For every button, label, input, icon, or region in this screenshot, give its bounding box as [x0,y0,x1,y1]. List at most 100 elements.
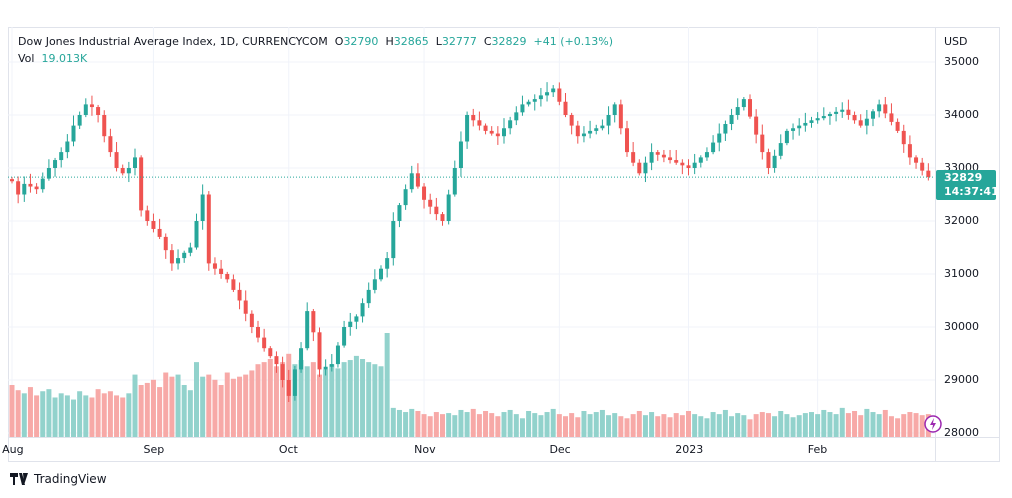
candle-body [133,157,137,168]
candle-body [766,152,771,168]
volume-bar [415,411,421,437]
volume-bar [341,362,347,437]
volume-bar [15,390,21,437]
volume-bar [237,376,243,437]
volume-bar [206,374,212,437]
volume-bar [679,415,685,437]
volume-bar [261,362,267,437]
volume-label: Vol [18,52,35,65]
volume-bar [655,416,661,437]
volume-bar [778,411,784,437]
volume-bar [310,362,316,437]
candle-body [225,274,230,280]
candle-body [434,206,439,215]
volume-bar [913,413,919,437]
candle-body [495,133,500,137]
volume-bar [335,368,341,437]
tradingview-logo[interactable]: TradingView [10,472,107,486]
candle-body [65,141,70,153]
volume-bar [476,414,482,437]
candle-body [883,104,888,114]
volume-bar [329,364,335,437]
candle-body [440,214,445,221]
y-tick-label: 35000 [944,55,979,68]
candle-body [538,95,543,100]
volume-bar [427,416,433,437]
volume-bar [667,417,673,437]
candle-body [292,369,297,396]
volume-bar [390,407,396,437]
candle-body [176,258,181,264]
volume-bar [101,393,107,437]
symbol-title: Dow Jones Industrial Average Index, 1D, … [18,35,328,48]
volume-bar [224,372,230,437]
volume-bar [372,364,378,437]
candle-body [22,183,27,195]
candle-body [237,289,242,301]
volume-bar [194,362,199,437]
candle-body [219,268,224,274]
volume-bar [483,411,489,437]
volume-bar [95,389,101,437]
candle-body [403,189,408,206]
candle-body [335,345,340,365]
volume-bar [698,416,704,437]
x-tick-label: Oct [278,443,298,456]
volume-bar [298,360,304,437]
candle-body [514,112,519,121]
candle-body [151,221,156,229]
volume-bar [200,376,206,437]
candle-body [89,104,94,108]
candle-body [852,115,857,121]
volume-bar [83,395,89,437]
volume-bar [569,413,575,437]
volume-bar [790,417,796,437]
candle-body [729,115,734,125]
x-tick-label: 2023 [675,443,704,456]
volume-bar [144,382,150,437]
candle-body [385,258,390,269]
volume-bar [606,415,612,437]
y-tick-label: 30000 [944,320,979,333]
volume-bar [722,409,728,437]
volume-bar [784,414,790,437]
volume-bar [519,418,525,437]
volume-bar [575,417,581,437]
volume-bar [452,415,458,437]
volume-bar [735,413,741,437]
volume-bar [243,374,249,437]
volume-bar [759,412,765,437]
volume-bar [212,379,218,437]
y-tick-label: 28000 [944,426,979,439]
volume-bar [716,414,722,437]
candle-body [741,99,746,108]
volume-bar [114,395,120,437]
candle-body [360,303,365,317]
volume-bar [409,408,415,437]
volume-bar [753,414,759,437]
volume-bar [163,372,169,437]
volume-bar [587,414,593,437]
candle-body [391,221,396,259]
candle-body [157,228,162,237]
candle-body [16,181,21,195]
volume-bar [686,411,691,437]
volume-bar [366,362,372,437]
volume-bar [661,414,667,437]
volume-bar [360,359,366,437]
volume-bar [433,412,439,437]
volume-bar [747,419,753,437]
candle-body [249,313,254,327]
candle-body [317,332,322,370]
low-value: 32777 [441,35,477,48]
volume-bar [323,369,329,437]
volume-bar [624,418,630,437]
candle-body [661,154,666,158]
volume-bar [649,412,655,437]
candle-body [188,247,193,253]
volume-bar [513,414,519,437]
candle-body [791,128,796,131]
candle-body [34,186,39,190]
candle-body [299,348,304,370]
